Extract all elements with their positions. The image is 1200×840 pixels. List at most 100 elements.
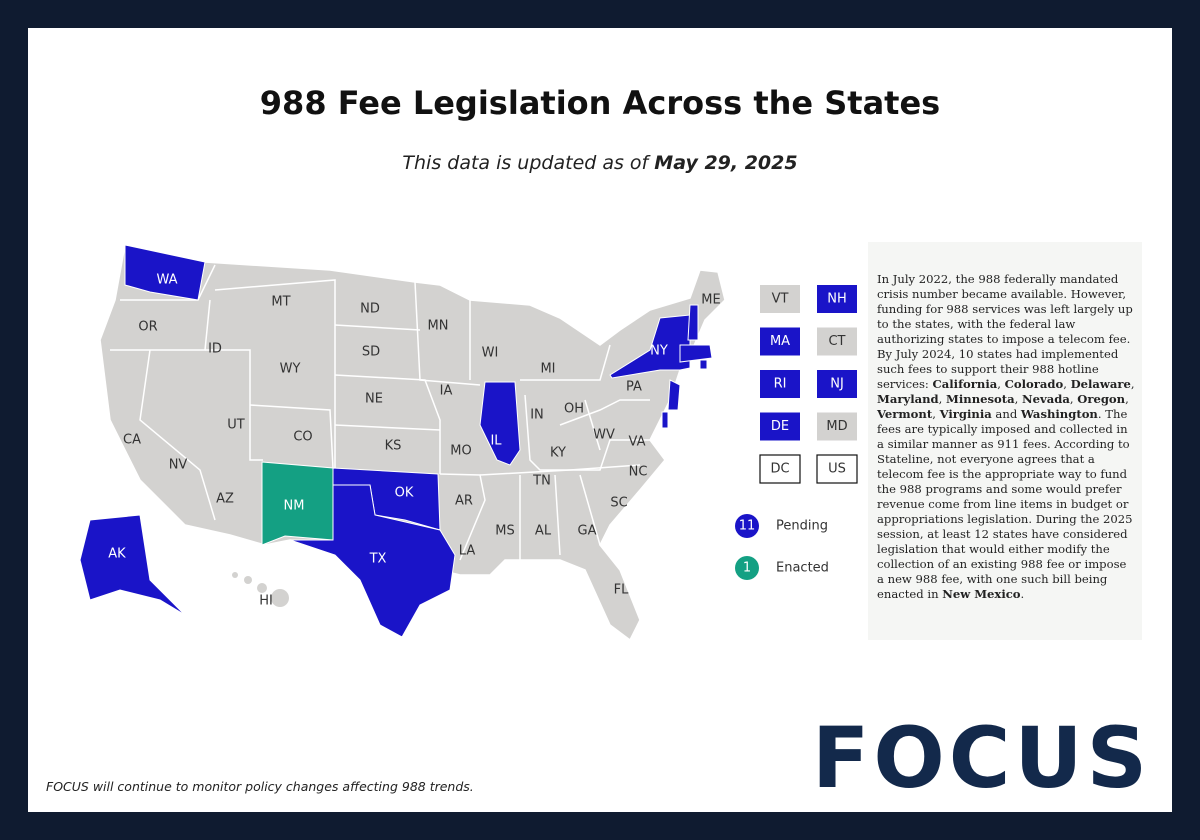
us-outline xyxy=(99,244,726,642)
paragraph-text: Colorado xyxy=(1004,377,1064,391)
state-label: UT xyxy=(227,418,245,433)
small-state-box xyxy=(760,370,800,398)
paragraph-text: Washington xyxy=(1020,407,1098,421)
state-label: CO xyxy=(293,430,312,445)
state-label: IL xyxy=(490,434,502,449)
paragraph-text: . The fees are typically imposed and col… xyxy=(877,407,1133,601)
state-label: LA xyxy=(459,544,476,559)
small-state-label: NJ xyxy=(830,377,844,392)
state-label: AZ xyxy=(216,492,234,507)
paragraph-text: , xyxy=(932,407,940,421)
paragraph-text: Vermont xyxy=(877,407,933,421)
state-label: VA xyxy=(629,435,646,450)
state-shape xyxy=(124,244,206,301)
hawaii xyxy=(232,572,289,607)
small-state-label: RI xyxy=(774,377,787,392)
state-label: FL xyxy=(614,583,629,598)
footer-note: FOCUS will continue to monitor policy ch… xyxy=(46,779,474,794)
state-label: SC xyxy=(610,496,627,511)
subtitle: This data is updated as of May 29, 2025 xyxy=(0,152,1200,174)
paragraph: In July 2022, the 988 federally mandated… xyxy=(877,272,1135,602)
state-shape xyxy=(679,344,713,363)
state-label: GA xyxy=(578,524,597,539)
state-shape xyxy=(687,304,699,341)
state-label: PA xyxy=(626,380,642,395)
legend-label: Enacted xyxy=(776,561,829,576)
state-label: MS xyxy=(495,524,514,539)
state-label: MT xyxy=(271,295,290,310)
paragraph-text: , xyxy=(1063,377,1071,391)
state-label: MI xyxy=(540,362,555,377)
state-label: NE xyxy=(365,392,383,407)
paragraph-text: Delaware xyxy=(1070,377,1131,391)
state-label: KS xyxy=(385,439,402,454)
state-label: AL xyxy=(535,524,552,539)
small-state-box xyxy=(760,285,800,313)
paragraph-text: Minnesota xyxy=(946,392,1015,406)
small-state-label: VT xyxy=(772,292,789,307)
legend-count: 1 xyxy=(743,561,751,576)
state-shape xyxy=(609,314,691,379)
state-shape xyxy=(261,461,334,546)
state-label: ME xyxy=(701,293,720,308)
state-label: AK xyxy=(108,547,126,562)
state-shape xyxy=(699,359,708,370)
subtitle-text: May 29, 2025 xyxy=(654,152,798,174)
small-state-box xyxy=(817,285,857,313)
state-label: NC xyxy=(629,465,648,480)
subtitle-text: This data is updated as of xyxy=(402,152,655,174)
paragraph-text: Nevada xyxy=(1022,392,1070,406)
state-label: IA xyxy=(440,384,453,399)
state-label: NV xyxy=(169,458,188,473)
small-state-box xyxy=(817,327,857,356)
small-state-box xyxy=(817,412,857,441)
state-label: OR xyxy=(138,320,157,335)
small-state-label: US xyxy=(828,462,846,477)
state-label: CA xyxy=(123,433,141,448)
state-label: WV xyxy=(593,428,615,443)
paragraph-text: , xyxy=(1069,392,1078,406)
logo: FOCUS xyxy=(812,709,1152,807)
state-label: OK xyxy=(395,486,414,501)
paragraph-text: New Mexico xyxy=(942,587,1021,601)
legend-swatch xyxy=(735,514,759,538)
small-state-label: NH xyxy=(827,292,847,307)
paragraph-text: , xyxy=(997,377,1005,391)
highlighted-states xyxy=(79,244,713,638)
paragraph-text: , xyxy=(1014,392,1023,406)
state-label: WY xyxy=(280,362,301,377)
small-state-label: MA xyxy=(770,334,790,349)
paragraph-text: and xyxy=(991,407,1021,421)
paragraph-text: Oregon xyxy=(1077,392,1126,406)
paragraph-text: , xyxy=(1125,392,1129,406)
state-shape xyxy=(661,411,669,429)
state-label: HI xyxy=(259,594,273,609)
small-state-label: MD xyxy=(826,419,847,434)
paragraph-text: In July 2022, the 988 federally mandated… xyxy=(877,272,1133,391)
small-state-box xyxy=(760,412,800,441)
state-label: MN xyxy=(428,319,449,334)
state-label: ND xyxy=(360,302,380,317)
state-label: MO xyxy=(450,444,471,459)
state-label: NM xyxy=(284,499,305,514)
state-shape xyxy=(667,379,681,411)
legend-swatch xyxy=(735,556,759,580)
small-state-label: DC xyxy=(770,462,789,477)
state-label: IN xyxy=(530,408,544,423)
paragraph-text: , xyxy=(1130,377,1135,391)
state-label: TN xyxy=(532,474,551,489)
state-borders xyxy=(110,264,650,561)
state-label: AR xyxy=(455,494,473,509)
paragraph-text: Virginia xyxy=(939,407,992,421)
state-label: WA xyxy=(156,273,177,288)
state-label: SD xyxy=(362,345,380,360)
paragraph-text: Maryland xyxy=(877,392,939,406)
state-label: KY xyxy=(550,446,566,461)
small-state-box xyxy=(816,454,858,484)
title: 988 Fee Legislation Across the States xyxy=(259,84,941,122)
state-shape xyxy=(479,381,521,466)
small-state-box xyxy=(759,454,801,484)
paragraph-text: , xyxy=(938,392,947,406)
